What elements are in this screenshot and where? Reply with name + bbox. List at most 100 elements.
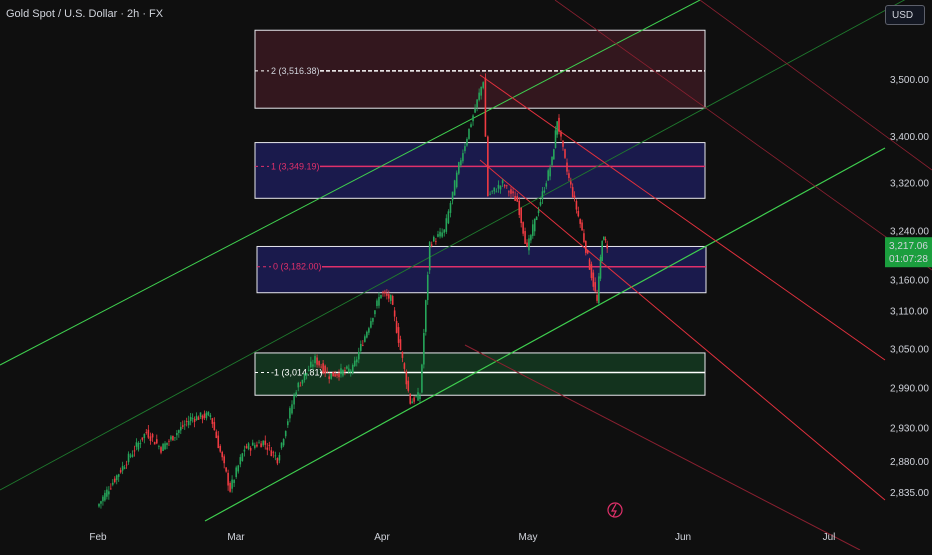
- candle-body: [447, 211, 450, 224]
- candle-body: [102, 496, 104, 502]
- candle-body: [407, 380, 410, 391]
- candle-body: [435, 241, 437, 242]
- candle-body: [585, 240, 587, 253]
- candle-body: [384, 291, 386, 294]
- candle-body: [199, 412, 202, 417]
- fib-zone-box: [254, 142, 706, 199]
- candle-body: [247, 443, 250, 449]
- candle-body: [596, 294, 598, 301]
- candle-body: [219, 446, 222, 452]
- candle-body: [289, 408, 291, 419]
- x-tick-label: Feb: [89, 532, 107, 543]
- candle-body: [495, 191, 498, 193]
- candle-body: [426, 274, 429, 301]
- y-tick-label: 3,240.00: [890, 226, 929, 237]
- candle-body: [301, 379, 304, 384]
- candle-body: [227, 472, 229, 486]
- candle-body: [264, 440, 267, 445]
- candle-body: [211, 418, 214, 424]
- candle-body: [185, 421, 188, 422]
- channel-line: [479, 159, 886, 501]
- candle-body: [545, 183, 548, 187]
- candle-body: [235, 467, 237, 478]
- candle-body: [137, 442, 140, 450]
- candle-body: [389, 294, 392, 301]
- candle-body: [526, 242, 528, 247]
- candle-body: [145, 432, 148, 433]
- candle-body: [334, 374, 336, 377]
- candle-body: [499, 185, 502, 190]
- candle-body: [233, 479, 235, 484]
- candle-body: [368, 328, 370, 333]
- candle-body: [241, 453, 244, 461]
- candle-body: [547, 170, 549, 181]
- y-tick-label: 2,880.00: [890, 457, 929, 468]
- candle-body: [180, 426, 182, 431]
- x-tick-label: Apr: [374, 532, 390, 543]
- candle-body: [268, 444, 271, 446]
- candle-body: [530, 235, 532, 241]
- candle-body: [449, 203, 452, 213]
- candle-body: [291, 404, 293, 414]
- fib-level-label: -1 (3,014.81): [271, 367, 323, 377]
- candle-body: [564, 149, 566, 158]
- candle-body: [594, 282, 596, 292]
- candle-body: [474, 108, 476, 113]
- candle-body: [155, 439, 158, 444]
- candle-body: [276, 458, 279, 464]
- candle-body: [125, 464, 128, 466]
- candle-body: [312, 364, 314, 367]
- candle-body: [270, 450, 273, 457]
- candle-body: [113, 478, 116, 483]
- candle-body: [272, 452, 275, 454]
- candle-body: [282, 439, 285, 446]
- candle-body: [322, 363, 324, 374]
- candle-body: [603, 236, 605, 240]
- candle-body: [135, 442, 138, 447]
- y-tick-label: 3,500.00: [890, 75, 929, 86]
- candle-body: [532, 224, 534, 236]
- candle-body: [598, 276, 600, 304]
- currency-button[interactable]: USD: [885, 5, 925, 25]
- candle-body: [189, 416, 192, 422]
- candle-body: [411, 401, 413, 404]
- candle-body: [223, 456, 225, 464]
- candle-body: [497, 184, 500, 189]
- candle-body: [160, 447, 162, 453]
- candle-body: [577, 210, 580, 217]
- candle-body: [203, 413, 206, 418]
- candle-body: [231, 479, 233, 489]
- candle-body: [274, 455, 277, 457]
- countdown-label: 01:07:28: [889, 254, 928, 265]
- candle-body: [554, 130, 557, 148]
- candle-body: [209, 415, 212, 418]
- axes: 3,500.00 3,400.00 3,320.00 3,240.00 3,160.00…: [89, 75, 932, 543]
- candle-body: [158, 446, 160, 448]
- candle-body: [372, 318, 374, 322]
- candle-body: [178, 430, 180, 433]
- candle-body: [213, 422, 216, 431]
- fib-level-label: 2 (3,516.38): [271, 66, 320, 76]
- candle-body: [437, 234, 439, 237]
- candle-body: [388, 294, 390, 299]
- candle-body: [260, 443, 262, 448]
- candle-body: [482, 82, 484, 88]
- candle-body: [324, 365, 326, 374]
- symbol-title[interactable]: Gold Spot / U.S. Dollar · 2h · FX: [6, 8, 164, 20]
- candle-body: [415, 396, 417, 398]
- fib-level-label: 0 (3,182.00): [273, 262, 322, 272]
- candle-body: [330, 373, 332, 379]
- candle-body: [266, 447, 269, 450]
- candle-body: [487, 136, 489, 197]
- candle-body: [284, 430, 287, 437]
- candle-body: [560, 132, 562, 137]
- candle-body: [243, 449, 246, 452]
- candle-body: [297, 382, 300, 388]
- candle-body: [568, 173, 570, 178]
- candle-body: [470, 124, 472, 127]
- candle-body: [318, 360, 320, 366]
